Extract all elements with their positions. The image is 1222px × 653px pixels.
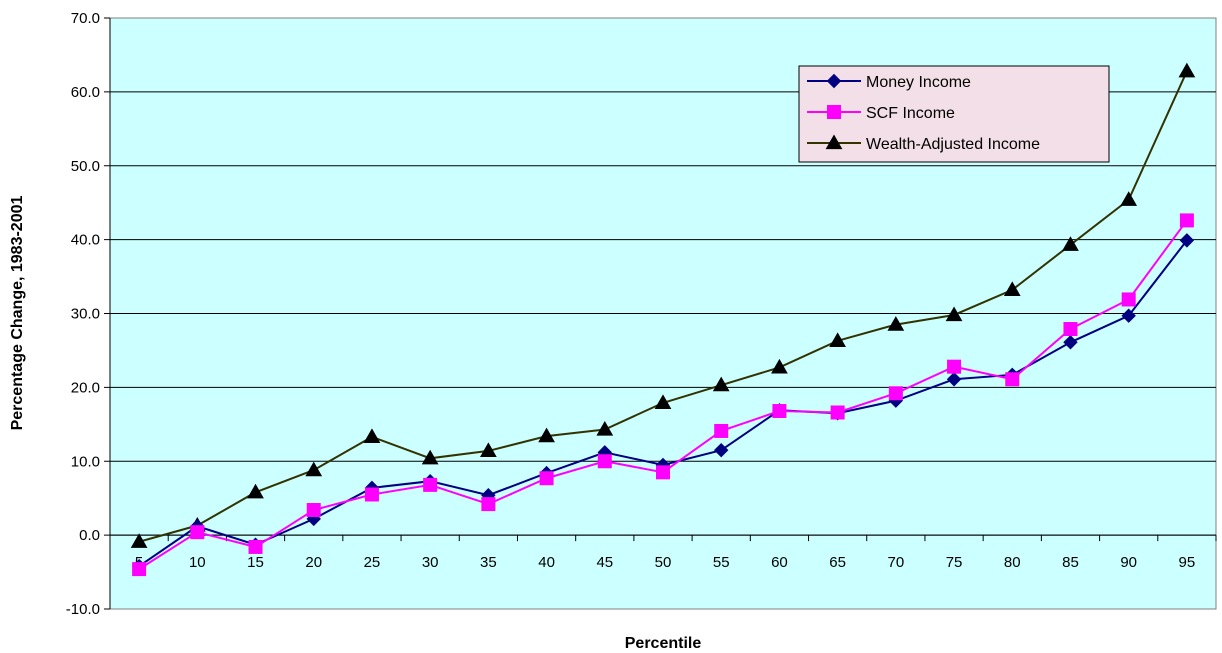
data-point	[1178, 62, 1196, 78]
data-point	[190, 525, 205, 540]
data-point	[946, 372, 962, 387]
data-point	[888, 386, 903, 401]
y-tick-label: 50.0	[71, 158, 100, 175]
data-point	[480, 442, 497, 458]
x-tick-label: 65	[829, 554, 846, 571]
series-scf-income	[132, 213, 1194, 577]
series-layer	[130, 62, 1196, 577]
y-tick-label: 20.0	[71, 379, 100, 396]
data-point	[1003, 281, 1021, 296]
x-tick-label: 40	[538, 554, 555, 571]
x-tick-label: 75	[946, 554, 963, 571]
data-point	[887, 316, 905, 331]
data-point	[305, 461, 323, 477]
data-point	[132, 562, 147, 577]
y-tick-label: 30.0	[71, 306, 100, 323]
data-point	[945, 306, 963, 322]
data-point	[656, 465, 670, 480]
x-tick-label: 10	[189, 554, 206, 571]
data-point	[247, 483, 264, 499]
data-point	[596, 420, 614, 436]
data-point	[714, 442, 729, 458]
data-point	[597, 454, 612, 469]
legend-marker	[827, 105, 841, 119]
data-point	[481, 497, 496, 512]
x-tick-label: 15	[247, 554, 264, 571]
x-tick-label: 30	[422, 554, 439, 571]
y-tick-label: 60.0	[71, 84, 100, 101]
x-tick-label: 55	[713, 554, 730, 571]
y-tick-label: 40.0	[71, 232, 100, 249]
data-point	[1063, 335, 1078, 350]
data-point	[1062, 236, 1079, 251]
data-point	[539, 471, 554, 486]
legend-label: SCF Income	[866, 105, 955, 122]
y-tick-label: 70.0	[71, 10, 100, 27]
data-point	[1120, 191, 1138, 206]
data-point	[829, 332, 846, 347]
data-point	[714, 423, 729, 438]
data-point	[363, 428, 381, 443]
data-point	[538, 427, 555, 443]
x-axis-title: Percentile	[625, 635, 702, 652]
data-point	[1179, 233, 1195, 248]
x-tick-label: 80	[1004, 554, 1021, 571]
data-point	[1063, 322, 1078, 337]
x-tick-label: 35	[480, 554, 497, 571]
legend-label: Money Income	[866, 74, 971, 91]
y-tick-label: 10.0	[71, 453, 100, 470]
x-tick-label: 90	[1120, 554, 1137, 571]
x-tick-label: 95	[1179, 554, 1196, 571]
y-tick-label: -10.0	[66, 601, 100, 618]
data-point	[248, 539, 263, 554]
data-point	[306, 503, 321, 518]
legend-marker	[826, 73, 842, 89]
x-tick-label: 45	[596, 554, 613, 571]
data-point	[1121, 292, 1136, 307]
data-point	[654, 394, 672, 410]
y-axis-title: Percentage Change, 1983-2001	[9, 196, 26, 431]
data-point	[771, 358, 788, 374]
data-point	[1179, 213, 1194, 228]
legend-label: Wealth-Adjusted Income	[866, 136, 1040, 153]
data-point	[421, 449, 439, 465]
legend-marker	[825, 134, 843, 150]
data-point	[947, 359, 962, 374]
data-point	[423, 477, 438, 492]
series-wealth-adjusted-income	[130, 62, 1196, 548]
data-point	[830, 405, 845, 420]
y-tick-label: 0.0	[79, 527, 100, 544]
legend: Money Income SCF Income Wealth-Adjusted In…	[798, 65, 1110, 163]
x-tick-label: 85	[1062, 554, 1079, 571]
x-tick-label: 50	[655, 554, 672, 571]
data-point	[1121, 308, 1136, 323]
y-axis-ticks: -10.0 0.0 10.0 20.0 30.0 40.0 50.0 60.0 70.0	[66, 10, 111, 618]
data-point	[364, 487, 379, 502]
x-tick-label: 25	[364, 554, 381, 571]
data-point	[130, 533, 148, 548]
x-tick-label: 70	[887, 554, 904, 571]
data-point	[712, 376, 730, 392]
data-point	[1005, 372, 1020, 387]
data-point	[772, 404, 787, 419]
x-axis-ticks: 5101520253035404550556065707580859095	[109, 534, 1217, 571]
x-tick-label: 60	[771, 554, 788, 571]
x-tick-label: 20	[305, 554, 322, 571]
